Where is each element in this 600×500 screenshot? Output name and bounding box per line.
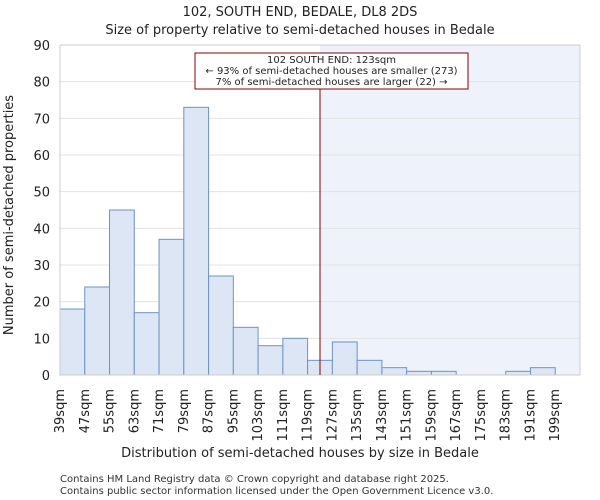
- annotation-line-1: 102 SOUTH END: 123sqm: [267, 55, 396, 66]
- footer-copyright: Contains HM Land Registry data © Crown c…: [60, 474, 449, 485]
- x-tick-label: 103sqm: [251, 389, 266, 442]
- y-tick-label: 60: [33, 149, 50, 164]
- x-tick-label: 63sqm: [127, 389, 142, 433]
- x-tick-label: 87sqm: [202, 389, 217, 433]
- x-axis-title: Distribution of semi-detached houses by …: [121, 446, 479, 461]
- histogram-bar-87sqm: [208, 275, 234, 376]
- histogram-bar-63sqm: [133, 312, 160, 376]
- annotation-line-2: ← 93% of semi-detached houses are smalle…: [205, 66, 457, 77]
- x-tick-label: 55sqm: [103, 389, 118, 433]
- x-tick-label: 143sqm: [375, 389, 390, 442]
- y-tick-label: 80: [33, 76, 50, 91]
- histogram-bar-183sqm: [505, 370, 531, 376]
- plot-area: 0 10 20 30 40 50 60 70 80 90 39sqm 47sqm 55sqm 63sqm 7…: [33, 39, 581, 442]
- y-tick-label: 10: [33, 332, 50, 347]
- histogram-bar-151sqm: [406, 370, 432, 376]
- histogram-bar-159sqm: [430, 370, 457, 376]
- larger-region-shading: [320, 45, 580, 375]
- chart-title: 102, SOUTH END, BEDALE, DL8 2DS: [183, 5, 418, 20]
- histogram-bar-191sqm: [529, 367, 556, 376]
- histogram-bar-103sqm: [257, 345, 284, 376]
- histogram-bar-47sqm: [84, 286, 111, 376]
- x-tick-label: 199sqm: [548, 389, 563, 442]
- histogram-bar-127sqm: [331, 341, 358, 376]
- histogram-bar-95sqm: [232, 326, 259, 376]
- x-tick-label: 151sqm: [400, 389, 415, 442]
- y-axis-title: Number of semi-detached properties: [2, 95, 17, 335]
- y-tick-label: 20: [33, 296, 50, 311]
- x-tick-label: 175sqm: [474, 389, 489, 442]
- footer-licence: Contains public sector information licen…: [60, 486, 493, 497]
- x-tick-label: 47sqm: [78, 389, 93, 433]
- histogram-bar-111sqm: [282, 337, 309, 376]
- x-tick-label: 111sqm: [276, 389, 291, 442]
- histogram-bar-55sqm: [109, 209, 135, 376]
- x-tick-label: 79sqm: [177, 389, 192, 433]
- y-tick-label: 40: [33, 222, 50, 237]
- chart-subtitle: Size of property relative to semi-detach…: [105, 23, 494, 38]
- x-tick-label: 39sqm: [53, 389, 68, 433]
- histogram-bar-143sqm: [381, 367, 408, 376]
- x-tick-label: 159sqm: [424, 389, 439, 442]
- x-tick-label: 191sqm: [523, 389, 538, 442]
- histogram-bar-71sqm: [158, 238, 185, 376]
- y-tick-label: 30: [33, 259, 50, 274]
- histogram-bar-79sqm: [183, 106, 210, 376]
- x-tick-label: 71sqm: [152, 389, 167, 433]
- y-tick-label: 70: [33, 112, 50, 127]
- x-tick-label: 135sqm: [350, 389, 365, 442]
- x-tick-label: 119sqm: [301, 389, 316, 442]
- x-tick-label: 127sqm: [325, 389, 340, 442]
- x-tick-label: 95sqm: [226, 389, 241, 433]
- annotation-line-3: 7% of semi-detached houses are larger (2…: [215, 77, 447, 88]
- histogram-bar-39sqm: [59, 308, 86, 376]
- x-tick-label: 183sqm: [499, 389, 514, 442]
- annotation-box: [194, 52, 469, 90]
- y-tick-label: 90: [33, 39, 50, 54]
- y-tick-label: 50: [33, 186, 50, 201]
- histogram-bar-135sqm: [356, 359, 383, 376]
- x-tick-label: 167sqm: [449, 389, 464, 442]
- y-tick-label: 0: [42, 369, 50, 384]
